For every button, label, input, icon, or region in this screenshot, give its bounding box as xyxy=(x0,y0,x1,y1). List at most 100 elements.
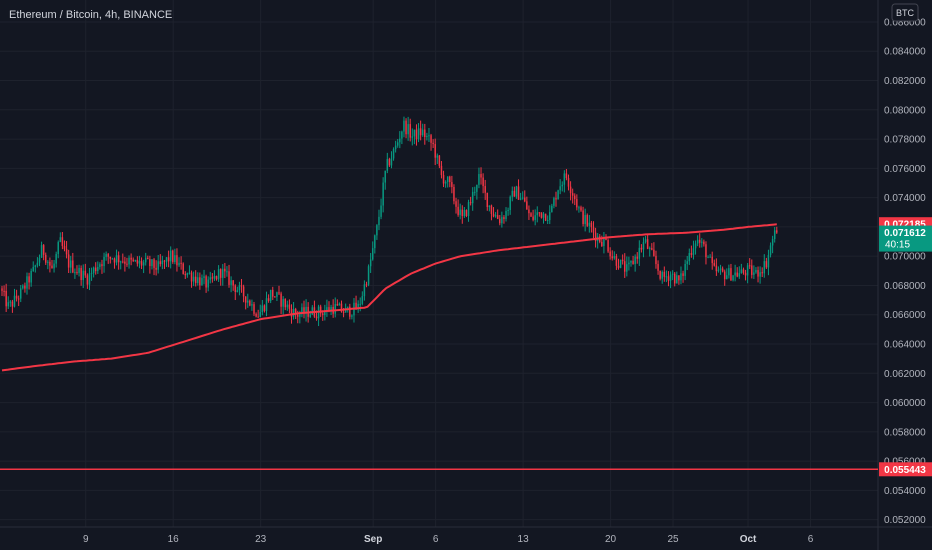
candle-body xyxy=(167,257,170,262)
price-tick-label: 0.058000 xyxy=(884,427,926,438)
candle-body xyxy=(15,295,18,299)
candle-body xyxy=(590,222,593,228)
candle-body xyxy=(288,304,291,309)
candle-countdown: 40:15 xyxy=(885,240,910,251)
candle-body xyxy=(551,205,553,213)
candle-body xyxy=(421,129,424,136)
candle-body xyxy=(771,239,774,246)
candle-body xyxy=(592,227,595,233)
candle-body xyxy=(128,257,130,265)
candle-body xyxy=(430,135,432,143)
candle-body xyxy=(696,239,699,244)
candle-body xyxy=(440,165,443,176)
candle-body xyxy=(161,260,164,265)
candle-body xyxy=(355,302,357,310)
candle-body xyxy=(536,212,539,216)
price-axis[interactable]: 0.052000 0.054000 0.056000 0.058000 0.060000… xyxy=(884,17,926,526)
candle-body xyxy=(726,275,728,280)
candle-body xyxy=(192,276,195,282)
candle-body xyxy=(209,277,212,280)
candle-body xyxy=(374,235,376,249)
candle-body xyxy=(174,255,176,263)
last-price-tag: 0.071612 40:15 xyxy=(879,225,932,252)
candle-body xyxy=(730,268,732,281)
candle-body xyxy=(138,260,141,264)
candle-body xyxy=(240,285,243,287)
candle-body xyxy=(134,259,137,261)
candle-body xyxy=(236,290,239,293)
candle-body xyxy=(603,237,605,247)
candle-body xyxy=(505,211,507,219)
candle-body xyxy=(561,184,564,187)
candle-body xyxy=(455,201,457,207)
candle-body xyxy=(117,255,120,263)
candle-body xyxy=(721,268,724,272)
candle-body xyxy=(698,239,701,243)
candle-body xyxy=(249,300,251,306)
candle-body xyxy=(509,196,511,211)
candle-body xyxy=(119,261,122,263)
candle-body xyxy=(601,241,603,247)
candle-body xyxy=(94,267,97,272)
candle-body xyxy=(13,295,16,307)
candle-body xyxy=(673,273,676,284)
candle-body xyxy=(115,255,118,263)
candle-body xyxy=(586,215,588,226)
candle-body xyxy=(284,298,287,308)
candle-body xyxy=(417,128,420,140)
candle-body xyxy=(92,267,95,273)
candle-body xyxy=(580,207,582,211)
candle-body xyxy=(719,268,722,270)
candle-body xyxy=(149,259,151,267)
candle-body xyxy=(623,261,626,272)
candle-body xyxy=(665,276,668,278)
candle-body xyxy=(767,254,770,268)
candle-body xyxy=(657,264,659,271)
candle-body xyxy=(676,275,678,284)
candle-body xyxy=(305,306,307,314)
price-tick-label: 0.086000 xyxy=(884,17,926,28)
candle-body xyxy=(621,259,624,262)
candle-body xyxy=(251,304,253,306)
candle-body xyxy=(371,248,374,260)
candle-body xyxy=(107,254,109,257)
candle-body xyxy=(255,313,257,317)
currency-badge-label: BTC xyxy=(896,8,915,18)
candle-body xyxy=(682,273,684,276)
candle-body xyxy=(659,270,661,279)
candle-body xyxy=(734,272,736,276)
candle-body xyxy=(49,261,51,266)
time-axis[interactable]: 9 16 23 Sep 6 13 20 25 Oct 6 xyxy=(83,534,814,545)
candle-body xyxy=(692,248,695,255)
candle-body xyxy=(224,268,226,272)
candle-body xyxy=(484,186,486,193)
candle-body xyxy=(519,198,522,200)
candle-body xyxy=(30,271,32,283)
candle-body xyxy=(194,276,197,283)
candle-body xyxy=(211,277,214,279)
candle-body xyxy=(532,216,534,220)
candle-body xyxy=(671,273,674,275)
candle-body xyxy=(617,265,620,268)
candles xyxy=(1,116,778,327)
candle-body xyxy=(609,251,611,257)
candle-body xyxy=(776,230,778,233)
candle-body xyxy=(334,304,336,314)
candle-body xyxy=(69,260,72,268)
candle-body xyxy=(99,264,101,267)
candle-body xyxy=(217,269,220,280)
candle-body xyxy=(524,197,526,202)
candle-body xyxy=(136,259,139,264)
candle-body xyxy=(222,268,224,278)
candle-body xyxy=(553,198,555,206)
candle-body xyxy=(278,292,280,294)
candle-body xyxy=(65,249,68,255)
candle-body xyxy=(153,259,155,268)
candle-body xyxy=(530,213,532,217)
candle-body xyxy=(405,120,407,135)
candle-body xyxy=(765,261,768,268)
candle-body xyxy=(376,225,378,236)
candle-body xyxy=(172,250,174,263)
currency-badge[interactable]: BTC xyxy=(891,3,919,22)
